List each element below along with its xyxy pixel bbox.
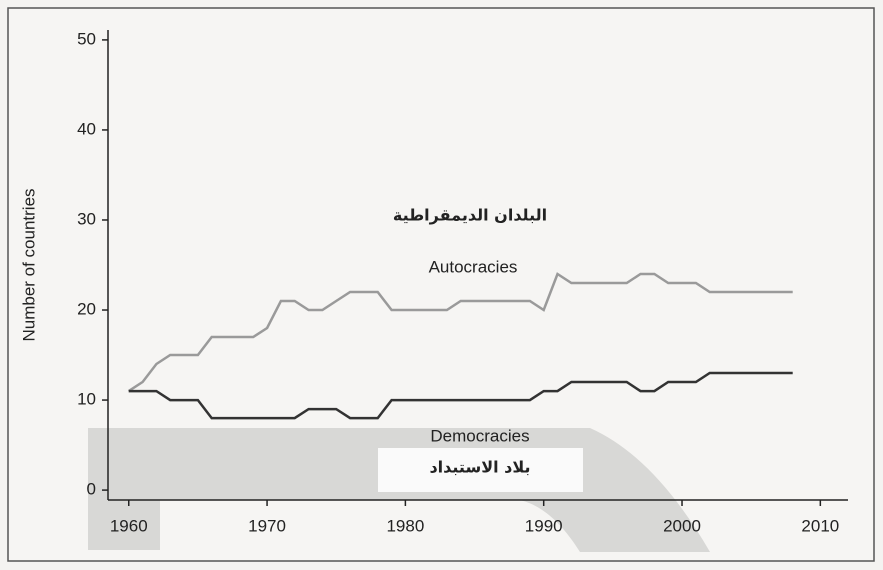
x-tick-label: 1960 [110,516,148,535]
y-tick-label: 10 [77,390,96,409]
series-line [128,272,793,393]
series-label: Autocracies [429,257,518,276]
x-tick-label: 1970 [248,516,286,535]
y-axis-label: Number of countries [19,188,38,341]
annotation: بلاد الاستبداد [429,458,530,477]
annotation: البلدان الديمقراطية [393,206,547,225]
y-tick-label: 40 [77,119,96,138]
x-tick-label: 2000 [663,516,701,535]
x-tick-label: 1980 [386,516,424,535]
y-tick-label: 50 [77,29,96,48]
label-box [378,448,583,492]
x-tick-label: 2010 [801,516,839,535]
y-tick-label: 0 [87,480,96,499]
series-label: Democracies [430,426,529,445]
y-tick-label: 30 [77,209,96,228]
x-tick-label: 1990 [525,516,563,535]
series-line [128,371,793,420]
y-tick-label: 20 [77,300,96,319]
